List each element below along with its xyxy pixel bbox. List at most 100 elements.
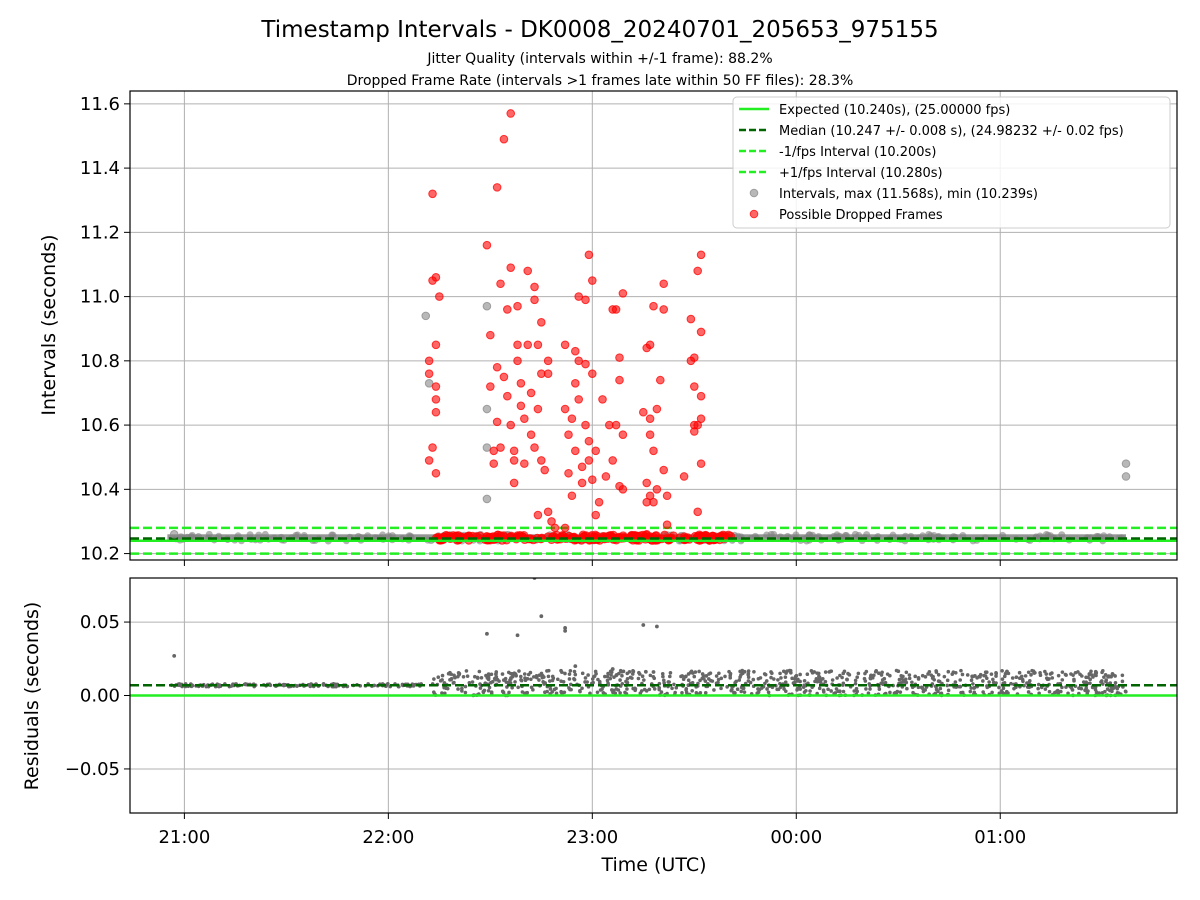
residual-point: [972, 690, 977, 695]
residual-point: [987, 680, 991, 684]
dropped-frame-point: [435, 292, 444, 301]
interval-point: [1121, 459, 1131, 468]
residual-point: [522, 691, 527, 696]
residual-point: [507, 690, 511, 695]
residual-point: [674, 685, 679, 690]
legend-expected-label: Expected (10.240s), (25.00000 fps): [779, 103, 1010, 118]
residual-point: [823, 670, 828, 674]
residual-point: [1093, 687, 1098, 692]
dropped-frame-point: [526, 430, 536, 440]
residual-point: [580, 671, 585, 676]
residual-point: [543, 681, 547, 685]
residual-point: [625, 671, 630, 676]
dropped-frame-point: [601, 472, 611, 481]
residual-point: [583, 676, 588, 680]
residual-point: [1050, 676, 1055, 680]
legend-box: [732, 96, 1171, 229]
residual-point: [453, 675, 457, 680]
interval-point: [482, 404, 492, 414]
residual-point: [592, 674, 596, 679]
residual-point: [440, 678, 444, 682]
residual-point: [783, 689, 788, 694]
residual-point: [684, 687, 689, 691]
residual-point: [969, 686, 973, 690]
residual-point: [552, 687, 557, 692]
residual-point: [716, 677, 721, 682]
dropped-frame-point: [659, 279, 668, 289]
residual-point: [879, 673, 884, 677]
residual-point: [613, 691, 618, 696]
residual-point: [680, 690, 684, 695]
residual-point: [562, 690, 567, 695]
dropped-frame-point: [696, 250, 706, 260]
residual-point: [1084, 688, 1088, 693]
residual-point: [942, 674, 947, 679]
residual-point: [591, 680, 595, 685]
top-y-tick-label: 10.4: [80, 479, 120, 500]
residual-point: [556, 677, 560, 682]
residual-point: [522, 672, 527, 676]
dropped-frame-point: [618, 289, 628, 298]
residual-point: [486, 676, 491, 680]
residual-point: [1026, 690, 1031, 694]
residual-point: [534, 675, 539, 680]
top-y-tick-label: 10.6: [80, 415, 120, 436]
residual-point: [489, 672, 494, 677]
residual-point: [856, 671, 861, 676]
residual-point: [932, 677, 936, 682]
dropped-frame-point: [533, 404, 543, 414]
dropped-frame-point: [428, 443, 437, 452]
residual-point: [945, 678, 950, 683]
residual-point: [662, 681, 666, 685]
residual-point: [746, 675, 751, 680]
residual-point: [452, 680, 456, 685]
dropped-frame-point: [560, 404, 570, 414]
residual-point: [904, 670, 909, 675]
residual-point: [1022, 683, 1026, 688]
dropped-frame-point: [550, 523, 560, 533]
dropped-frame-point: [428, 189, 437, 199]
residual-point: [1079, 686, 1084, 691]
residual-point: [601, 690, 606, 695]
residual-point: [569, 687, 573, 692]
residual-point: [481, 690, 486, 695]
residual-point: [567, 677, 572, 681]
residual-point: [905, 686, 909, 691]
residual-point: [835, 676, 839, 680]
residual-point: [563, 626, 568, 630]
residual-point: [1103, 689, 1107, 694]
interval-point: [930, 532, 938, 540]
dropped-frame-point: [509, 446, 519, 456]
dropped-frame-point: [543, 356, 553, 366]
dropped-frame-point: [424, 456, 434, 465]
residual-point: [654, 624, 659, 629]
residual-point: [926, 672, 930, 676]
x-tick-label: 01:00: [974, 827, 1026, 848]
dropped-frame-point: [662, 491, 672, 501]
interval-point: [482, 301, 492, 311]
residual-point: [989, 672, 994, 676]
dropped-frame-point: [693, 266, 702, 276]
residual-point: [1094, 673, 1098, 678]
legend: Expected (10.240s), (25.00000 fps) Median…: [732, 96, 1171, 229]
interval-point: [833, 531, 841, 539]
residual-point: [652, 676, 657, 681]
residual-point: [1038, 671, 1042, 675]
interval-point: [205, 530, 213, 538]
dropped-frame-point: [520, 414, 529, 423]
residual-point: [755, 691, 759, 695]
residual-point: [1017, 670, 1022, 675]
residual-point: [846, 671, 850, 676]
residual-point: [657, 685, 662, 690]
dropped-frame-point: [503, 391, 512, 401]
residual-point: [707, 677, 711, 681]
residual-point: [739, 689, 744, 694]
residual-point: [1120, 679, 1125, 684]
residual-point: [796, 677, 800, 682]
residual-point: [475, 675, 480, 680]
residual-point: [546, 674, 551, 679]
residual-point: [541, 675, 546, 679]
residual-point: [703, 691, 708, 695]
legend-intervals-label: Intervals, max (11.568s), min (10.239s): [779, 187, 1038, 202]
residual-point: [539, 671, 544, 676]
